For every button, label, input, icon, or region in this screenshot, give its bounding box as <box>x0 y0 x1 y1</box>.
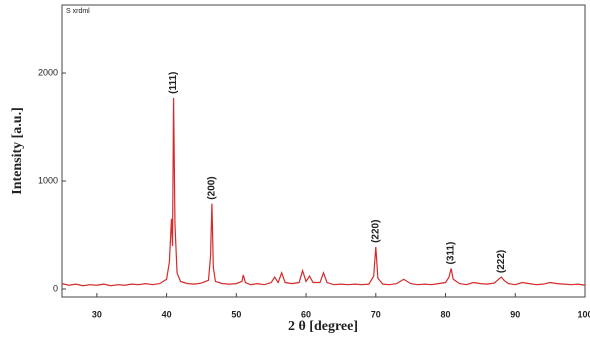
peak-label: (311) <box>446 242 457 265</box>
x-tick-label: 60 <box>301 309 311 319</box>
peak-label: (222) <box>496 250 507 273</box>
x-tick-label: 40 <box>162 309 172 319</box>
x-tick-label: 70 <box>371 309 381 319</box>
x-tick-label: 30 <box>92 309 102 319</box>
y-tick-label: 1000 <box>38 175 58 185</box>
peak-label: (111) <box>168 72 179 94</box>
peak-label: (220) <box>370 220 381 243</box>
peak-label: (200) <box>207 176 218 199</box>
y-axis-title: Intensity [a.u.] <box>10 107 25 195</box>
corner-label: S xrdml <box>66 8 90 15</box>
x-tick-label: 90 <box>510 309 520 319</box>
x-tick-label: 50 <box>231 309 241 319</box>
x-tick-label: 100 <box>577 309 590 319</box>
data-line <box>61 97 586 287</box>
x-tick-label: 80 <box>441 309 451 319</box>
plot-frame <box>61 4 586 298</box>
y-tick-label: 0 <box>53 283 58 293</box>
y-tick-label: 2000 <box>38 67 58 77</box>
x-axis-title: 2 θ [degree] <box>288 319 358 334</box>
